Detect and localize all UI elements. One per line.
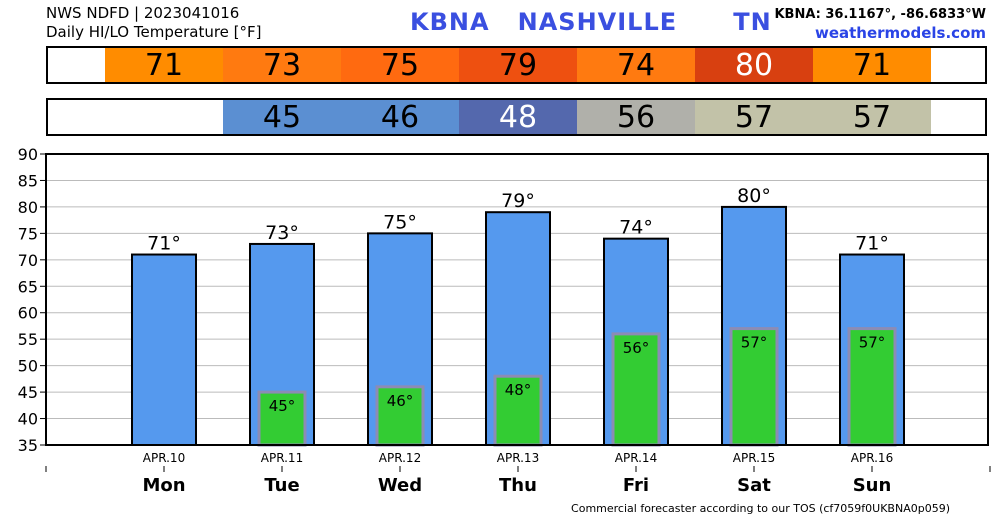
x-tick-label: APR.15 (733, 451, 775, 465)
footer-note: Commercial forecaster according to our T… (571, 502, 950, 515)
high-temperature-strip: 71 73 75 79 74 80 71 (46, 46, 987, 84)
high-label: 80° (737, 185, 771, 207)
y-tick-label: 75 (18, 224, 38, 243)
low-label: 56° (623, 339, 650, 357)
plot-frame (45, 153, 989, 446)
day-label: Wed (378, 475, 422, 496)
high-cell-6: 71 (813, 48, 931, 83)
low-bar (847, 327, 897, 447)
high-label: 73° (265, 222, 299, 244)
y-tick-label: 65 (18, 277, 38, 296)
header-meta: KBNA: 36.1167°, -86.6833°W weathermodels… (774, 6, 986, 42)
low-cell-1: 45 (223, 100, 341, 135)
low-cell-0 (105, 100, 223, 134)
model-run: NWS NDFD | 2023041016 (46, 4, 240, 22)
y-tick-label: 45 (18, 383, 38, 402)
low-cell-3: 48 (459, 100, 577, 135)
high-cell-0: 71 (105, 48, 223, 83)
x-tick-label: APR.10 (143, 451, 185, 465)
high-cell-2: 75 (341, 48, 459, 83)
y-tick-label: 35 (18, 436, 38, 455)
high-label: 79° (501, 190, 535, 212)
y-tick-label: 40 (18, 410, 38, 429)
high-cell-4: 74 (577, 48, 695, 83)
x-tick-label: APR.12 (379, 451, 421, 465)
low-label: 48° (505, 381, 532, 399)
y-tick-label: 85 (18, 171, 38, 190)
low-temperature-strip: 45 46 48 56 57 57 (46, 98, 987, 136)
low-cell-4: 56 (577, 100, 695, 135)
low-cell-6: 57 (813, 100, 931, 135)
low-label: 57° (741, 334, 768, 352)
high-label: 74° (619, 217, 653, 239)
day-label: Sat (737, 475, 771, 496)
y-tick-label: 80 (18, 198, 38, 217)
high-label: 71° (147, 233, 181, 255)
y-tick-label: 90 (18, 145, 38, 164)
high-cell-1: 73 (223, 48, 341, 83)
high-bar (131, 253, 197, 446)
high-cell-5: 80 (695, 48, 813, 83)
y-tick-label: 70 (18, 251, 38, 270)
x-tick-label: APR.11 (261, 451, 303, 465)
low-bar (611, 332, 661, 447)
x-tick-label: APR.14 (615, 451, 657, 465)
day-label: Thu (499, 475, 537, 496)
day-label: Mon (142, 475, 185, 496)
low-cell-2: 46 (341, 100, 459, 135)
low-label: 57° (859, 334, 886, 352)
day-label: Tue (264, 475, 299, 496)
high-cell-3: 79 (459, 48, 577, 83)
x-tick-label: APR.16 (851, 451, 893, 465)
low-bar (257, 390, 307, 447)
header-info: NWS NDFD | 2023041016 Daily HI/LO Temper… (46, 4, 262, 42)
high-label: 75° (383, 211, 417, 233)
coordinates: KBNA: 36.1167°, -86.6833°W (774, 7, 986, 22)
site-link[interactable]: weathermodels.com (814, 24, 986, 42)
chart-title: Daily HI/LO Temperature [°F] (46, 23, 262, 41)
low-cell-5: 57 (695, 100, 813, 135)
y-tick-label: 55 (18, 330, 38, 349)
low-bar (375, 385, 425, 447)
x-tick-label: APR.13 (497, 451, 539, 465)
y-tick-label: 50 (18, 357, 38, 376)
low-bar (729, 327, 779, 447)
y-tick-label: 60 (18, 304, 38, 323)
low-label: 46° (387, 392, 414, 410)
low-label: 45° (269, 397, 296, 415)
day-label: Sun (853, 475, 892, 496)
high-label: 71° (855, 233, 889, 255)
day-label: Fri (623, 475, 649, 496)
station-title: KBNA NASHVILLE TN (410, 8, 772, 36)
